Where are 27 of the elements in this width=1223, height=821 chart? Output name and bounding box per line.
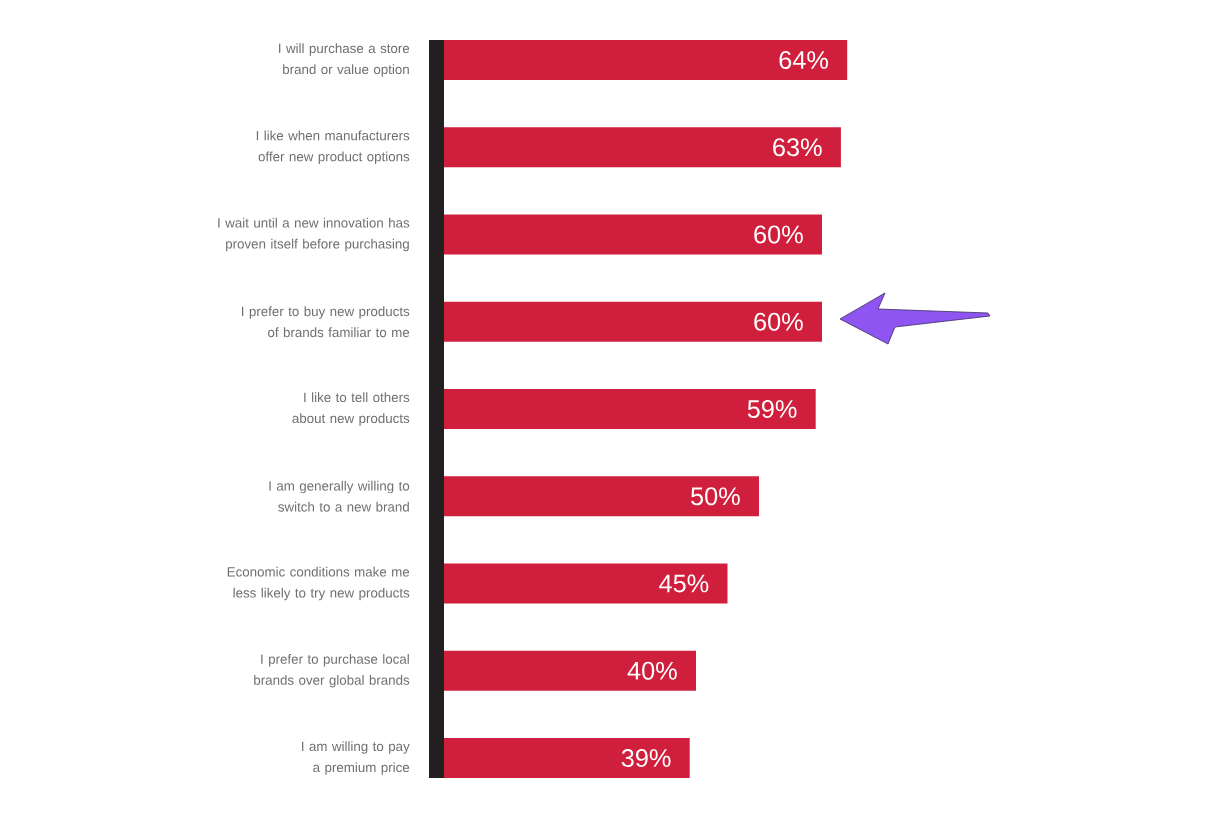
data-label: 39% bbox=[621, 749, 671, 767]
y-tick-label: I will purchase a store brand or value option bbox=[279, 43, 410, 77]
bar bbox=[444, 40, 848, 80]
bar bbox=[444, 389, 816, 430]
y-tick-label: I like when manufacturers offer new product options bbox=[256, 130, 410, 164]
data-label: 50% bbox=[691, 487, 740, 506]
data-label: 59% bbox=[747, 400, 797, 418]
y-tick-label: I wait until a new innovation has proven itself before purchasing bbox=[218, 217, 410, 252]
y-tick-label: Economic conditions make me less likely to try new products bbox=[227, 566, 410, 601]
y-tick-label: I prefer to buy new products of brands familiar to me bbox=[242, 306, 410, 338]
bar bbox=[444, 476, 759, 517]
data-label: 64% bbox=[779, 51, 829, 69]
bar bbox=[444, 127, 841, 168]
data-label: 60% bbox=[754, 312, 803, 331]
y-tick-label: I like to tell others about new products bbox=[292, 392, 410, 426]
data-label: 40% bbox=[627, 661, 677, 680]
bar bbox=[444, 738, 690, 779]
y-tick-label: I am generally willing to switch to a new brand bbox=[269, 480, 410, 512]
bar bbox=[444, 301, 822, 342]
bar bbox=[444, 650, 696, 691]
y-tick-label: I am willing to pay a premium price bbox=[302, 741, 410, 775]
data-label: 63% bbox=[773, 138, 822, 157]
data-label: 45% bbox=[659, 574, 709, 593]
bar bbox=[444, 214, 822, 255]
data-label: 60% bbox=[754, 225, 803, 244]
bar bbox=[444, 563, 728, 604]
y-tick-label: I prefer to purchase local brands over global brands bbox=[254, 654, 410, 688]
